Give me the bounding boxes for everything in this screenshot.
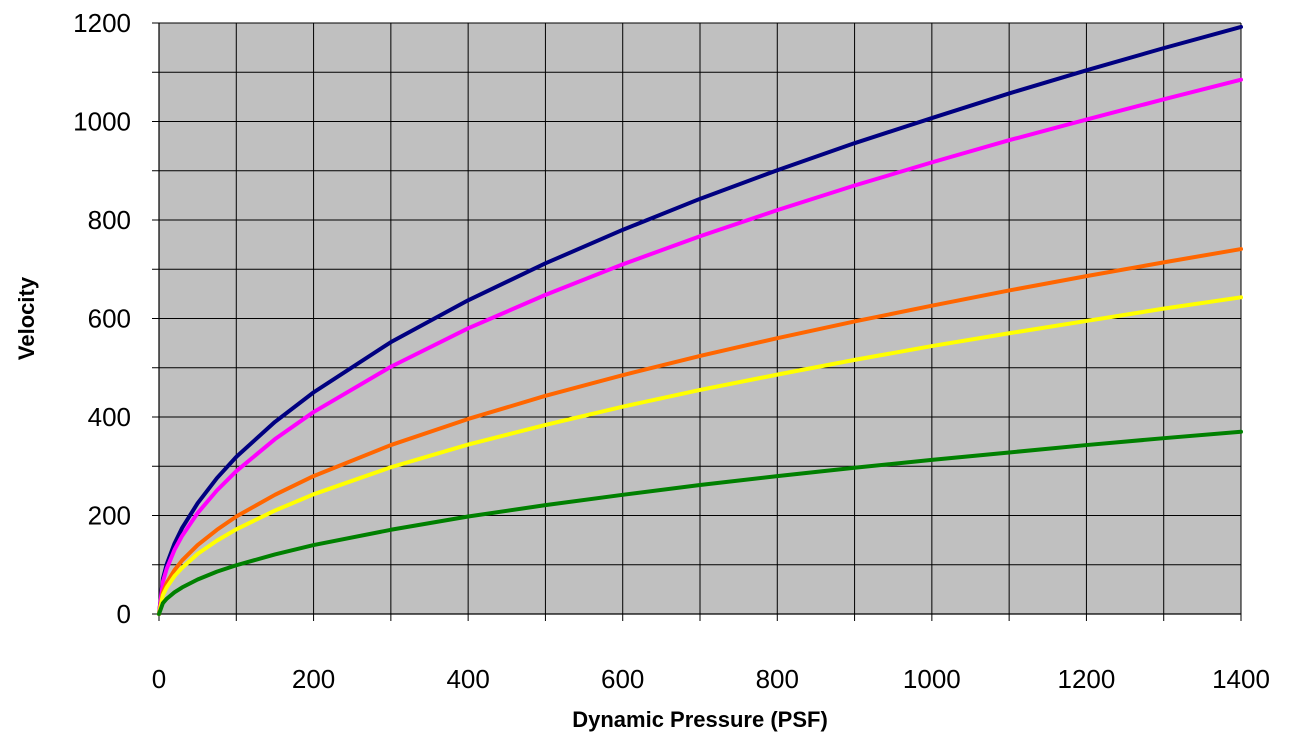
x-tick-label: 1000 [903, 664, 961, 694]
x-tick-label: 0 [152, 664, 166, 694]
y-tick-label: 600 [88, 304, 131, 334]
y-tick-label: 400 [88, 402, 131, 432]
x-tick-label: 600 [601, 664, 644, 694]
series-lines [157, 24, 1243, 616]
x-tick-label: 200 [292, 664, 335, 694]
x-tick-label: 1400 [1212, 664, 1270, 694]
y-tick-label: 0 [117, 599, 131, 629]
y-tick-label: 1200 [73, 8, 131, 38]
tick-labels: 0 200 400 600 800 1000 1200 1400 0 200 400 600 800 10… [73, 8, 1270, 694]
x-axis-title: Dynamic Pressure (PSF) [572, 707, 828, 732]
y-axis-title: Velocity [14, 276, 39, 360]
grid-lines [159, 22, 1242, 614]
y-tick-label: 200 [88, 501, 131, 531]
series-line-1 [157, 24, 1243, 616]
x-tick-label: 1200 [1058, 664, 1116, 694]
axis-ticks [152, 22, 1242, 621]
x-tick-label: 800 [756, 664, 799, 694]
series-line-5 [157, 429, 1243, 616]
series-line-3 [157, 247, 1243, 616]
y-tick-label: 1000 [73, 107, 131, 137]
y-tick-label: 800 [88, 205, 131, 235]
x-tick-label: 400 [446, 664, 489, 694]
series-line-2 [157, 77, 1243, 616]
series-line-4 [157, 295, 1243, 616]
